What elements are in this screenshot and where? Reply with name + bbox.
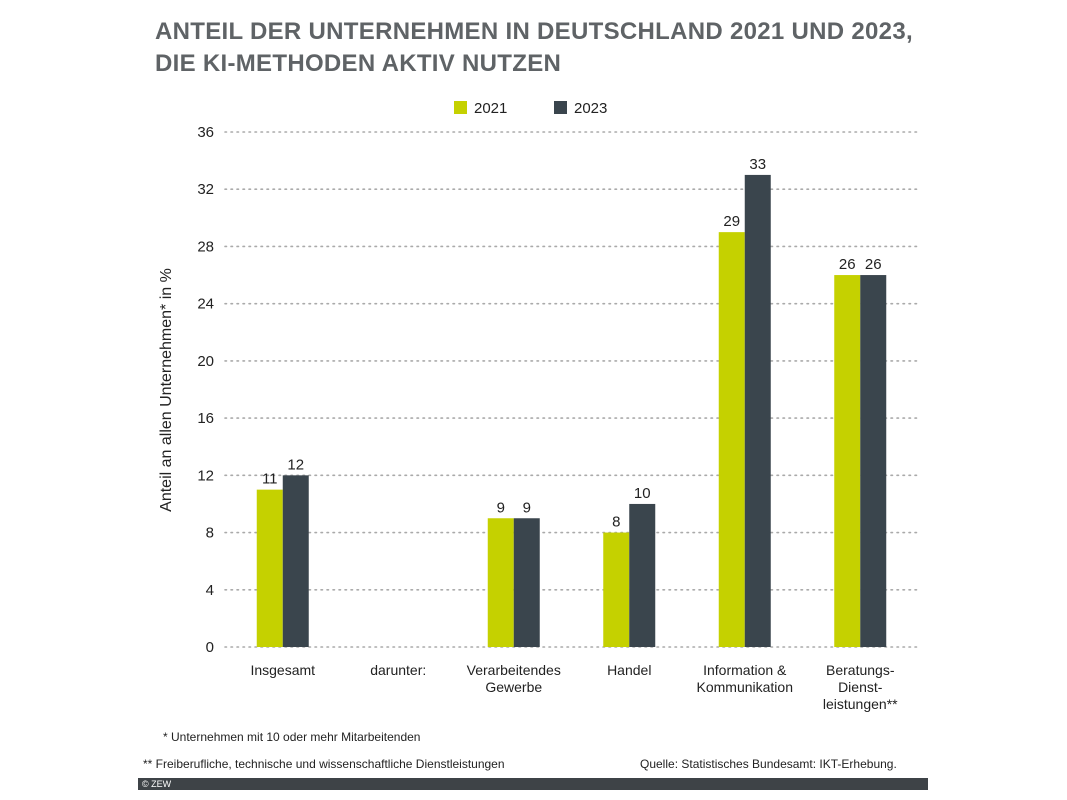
chart-title-line-2: DIE KI-METHODEN AKTIV NUTZEN [155, 50, 562, 77]
footnote-employees: * Unternehmen mit 10 oder mehr Mitarbeit… [163, 730, 421, 744]
bar-2023-0 [282, 475, 309, 647]
legend-label-2023: 2023 [574, 100, 607, 117]
bar-2021-5 [834, 275, 861, 647]
value-label-2023-4: 33 [749, 156, 766, 173]
value-label-2021-4: 29 [723, 213, 740, 230]
bar-2021-4 [718, 232, 745, 647]
chart-title: ANTEIL DER UNTERNEHMEN IN DEUTSCHLAND 20… [155, 16, 913, 80]
y-tick-label-8: 8 [206, 525, 214, 542]
y-tick-label-0: 0 [206, 639, 214, 656]
y-tick-label-32: 32 [197, 181, 214, 198]
category-label-4: Information & Kommunikation [697, 662, 794, 695]
bar-2023-4 [744, 174, 771, 647]
bar-2023-2 [513, 518, 540, 647]
legend-swatch-2023 [554, 101, 567, 114]
bar-2023-3 [629, 503, 656, 647]
chart-title-line-1: ANTEIL DER UNTERNEHMEN IN DEUTSCHLAND 20… [155, 18, 913, 45]
y-tick-label-24: 24 [197, 296, 214, 313]
y-tick-label-16: 16 [197, 410, 214, 427]
legend-swatch-2021 [454, 101, 467, 114]
category-label-3: Handel [607, 662, 651, 678]
y-tick-label-36: 36 [197, 124, 214, 141]
legend-label-2021: 2021 [474, 100, 507, 117]
value-label-2021-3: 8 [612, 514, 620, 531]
category-label-2: Verarbeitendes Gewerbe [467, 662, 561, 695]
footer-bar: © ZEW [138, 778, 928, 790]
y-tick-label-12: 12 [197, 467, 214, 484]
source-note: Quelle: Statistisches Bundesamt: IKT-Erh… [640, 757, 897, 771]
value-label-2021-2: 9 [497, 499, 505, 516]
value-label-2023-3: 10 [634, 485, 651, 502]
category-label-1: darunter: [370, 662, 426, 678]
value-label-2023-0: 12 [287, 456, 304, 473]
copyright-label: © ZEW [142, 779, 172, 789]
value-label-2023-2: 9 [523, 499, 531, 516]
bar-2023-5 [860, 275, 887, 647]
category-label-5: Beratungs-Dienst-leistungen** [823, 662, 898, 712]
value-label-2021-0: 11 [262, 471, 278, 488]
bar-2021-2 [487, 518, 514, 647]
y-tick-label-20: 20 [197, 353, 214, 370]
y-tick-label-28: 28 [197, 238, 214, 255]
value-label-2021-5: 26 [839, 256, 856, 273]
footnote-services: ** Freiberufliche, technische und wissen… [143, 757, 505, 771]
y-tick-label-4: 4 [206, 582, 214, 599]
bar-2021-0 [256, 489, 283, 647]
bar-2021-3 [603, 532, 630, 647]
y-axis-label: Anteil an allen Unternehmen* in % [158, 268, 175, 512]
category-label-0: Insgesamt [250, 662, 315, 678]
value-label-2023-5: 26 [865, 256, 882, 273]
